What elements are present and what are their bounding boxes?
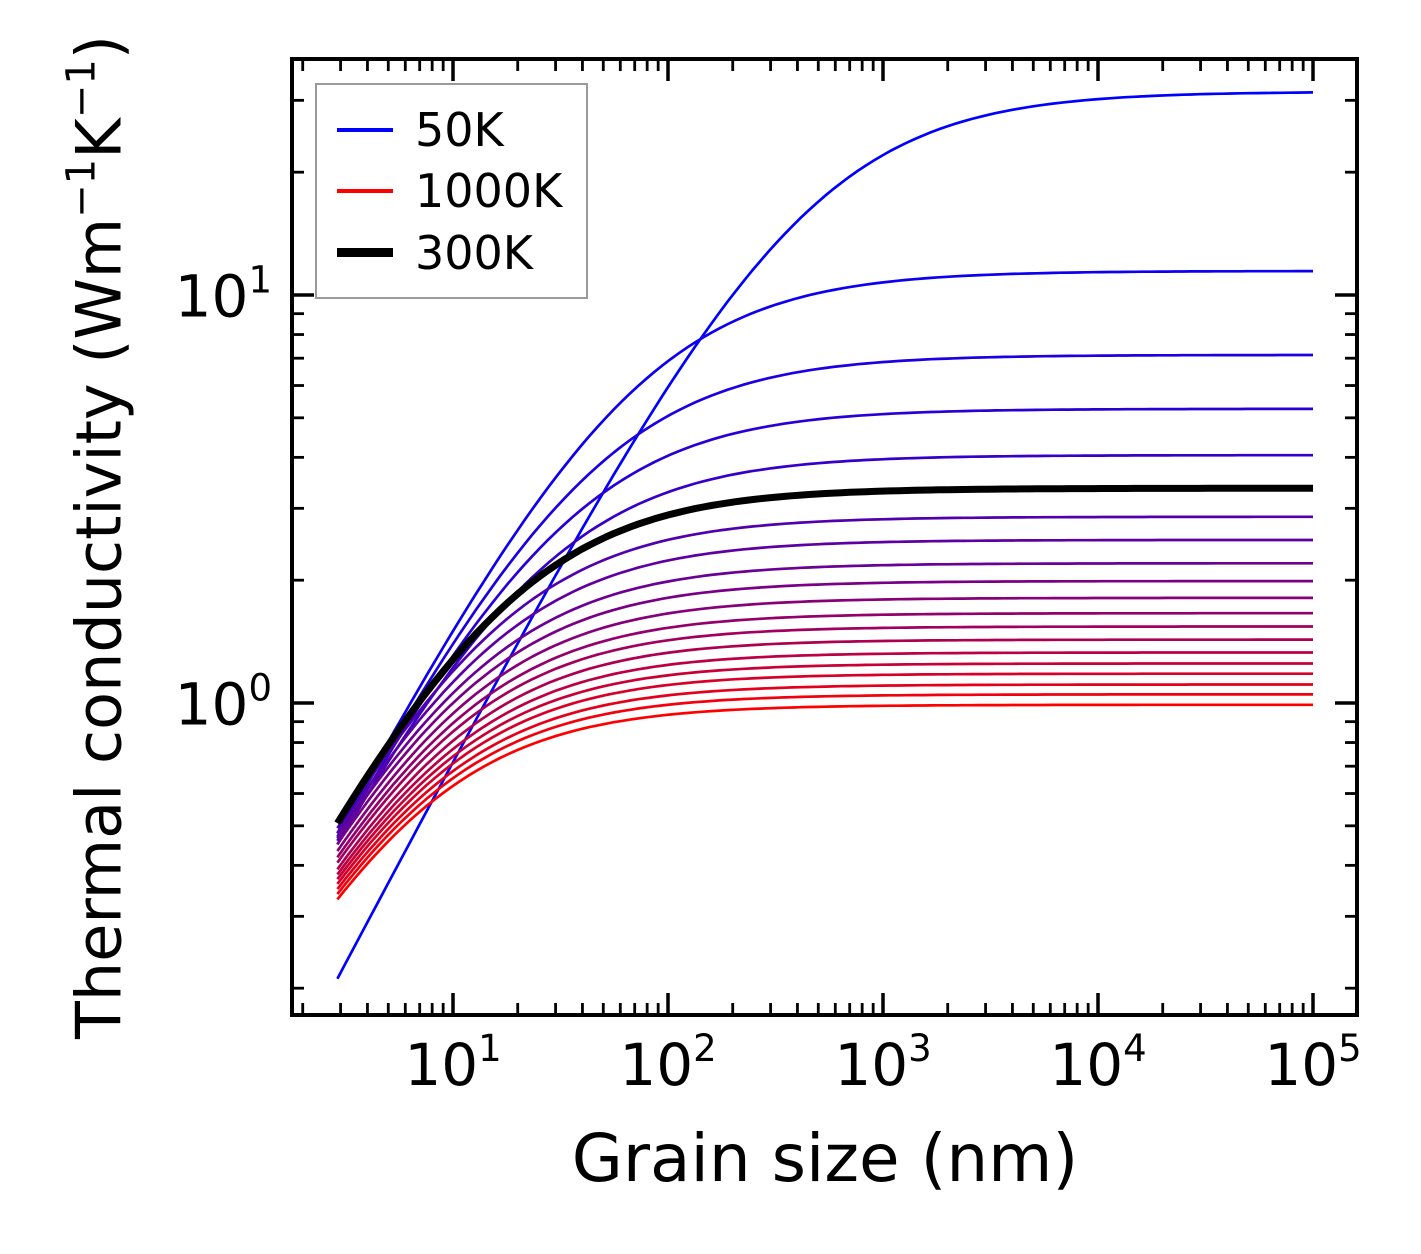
curve-900K	[336, 683, 1313, 890]
curve-200K	[336, 407, 1313, 842]
legend-entry-1000k: 1000K	[337, 168, 580, 214]
curve-350K	[336, 515, 1313, 829]
legend: 50K 1000K 300K	[315, 83, 588, 299]
curve-400K	[336, 538, 1313, 835]
curve-450K	[336, 561, 1313, 840]
curve-100K	[336, 269, 1313, 834]
curve-250K	[336, 453, 1313, 846]
legend-entry-50k: 50K	[337, 107, 580, 153]
curve-300K	[334, 484, 1313, 826]
curve-750K	[336, 651, 1313, 876]
legend-line-sample-50k	[337, 127, 393, 132]
legend-line-sample-300k	[337, 248, 393, 257]
legend-line-sample-1000k	[337, 189, 393, 193]
x-tick-label-10e3: 103	[834, 1027, 932, 1099]
curve-600K	[336, 611, 1313, 859]
curve-850K	[336, 672, 1313, 885]
curve-500K	[336, 579, 1313, 845]
x-tick-label-10e1: 101	[404, 1027, 502, 1099]
curve-550K	[336, 596, 1313, 852]
x-axis-title: Grain size (nm)	[571, 1120, 1079, 1197]
x-tick-label-10e5: 105	[1264, 1027, 1362, 1099]
curve-150K	[336, 353, 1313, 838]
x-tick-label-10e4: 104	[1049, 1027, 1147, 1099]
curve-950K	[336, 693, 1313, 895]
axes-spines	[290, 57, 1359, 1017]
legend-entry-300k: 300K	[337, 230, 580, 276]
legend-label-300k: 300K	[415, 225, 533, 280]
y-tick-label-10e1: 101	[174, 258, 272, 331]
legend-label-50k: 50K	[415, 102, 504, 157]
x-tick-label-10e2: 102	[619, 1027, 717, 1099]
y-tick-label-10e0: 100	[174, 666, 272, 739]
curve-700K	[336, 638, 1313, 871]
curve-800K	[336, 662, 1313, 881]
curve-650K	[336, 625, 1313, 864]
legend-label-1000k: 1000K	[415, 164, 563, 218]
y-axis-title: Thermal conductivity (Wm−1K−1)	[58, 35, 136, 1039]
curve-1000K	[336, 703, 1313, 901]
